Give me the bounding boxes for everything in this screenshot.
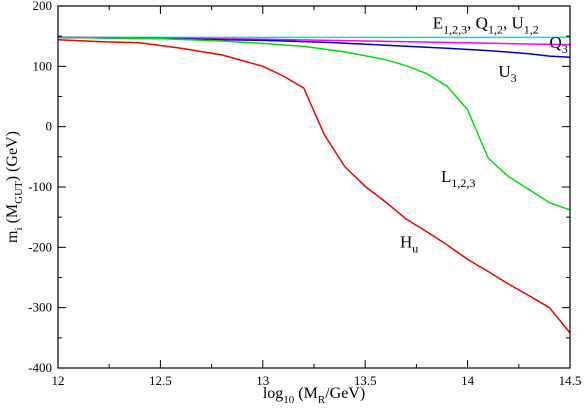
axis-ticks: 12 12.5 13 13.5 14 14.5 -400 -300 -200 -100 0 100 20… [28,0,581,388]
plot-area-frame [57,5,571,369]
x-tick-label: 14.5 [559,373,582,388]
series-line-2 [57,36,571,59]
series-line-3 [57,36,571,211]
x-tick-label: 14 [461,373,475,388]
series-layer [57,36,571,334]
x-tick-label: 13.5 [354,373,377,388]
series-label-4: Hu​ [400,232,418,255]
y-tick-label: 100 [33,58,53,73]
series-labels: E1,2,3​, Q1,2​, U1,2​ Q3​ U3​ L1,2,3​ Hu​ [400,13,568,255]
y-tick-label: -100 [28,179,52,194]
series-label-3: L1,2,3​ [441,167,475,190]
x-tick-label: 13 [256,373,269,388]
series-line-4 [57,39,571,334]
y-tick-label: 200 [33,0,53,13]
y-axis-title: mi (MGUT) (GeV) [4,131,25,243]
x-axis-title: log10 (MR/GeV) [263,385,365,406]
series-label-1: Q3​ [550,33,568,56]
y-tick-label: 0 [46,119,53,134]
x-tick-label: 12 [52,373,65,388]
series-label-0: E1,2,3​, Q1,2​, U1,2​ [433,13,539,36]
y-tick-label: -200 [28,239,52,254]
y-tick-label: -300 [28,300,52,315]
y-tick-label: -400 [28,360,52,375]
x-tick-label: 12.5 [149,373,172,388]
series-label-2: U3​ [498,62,516,85]
